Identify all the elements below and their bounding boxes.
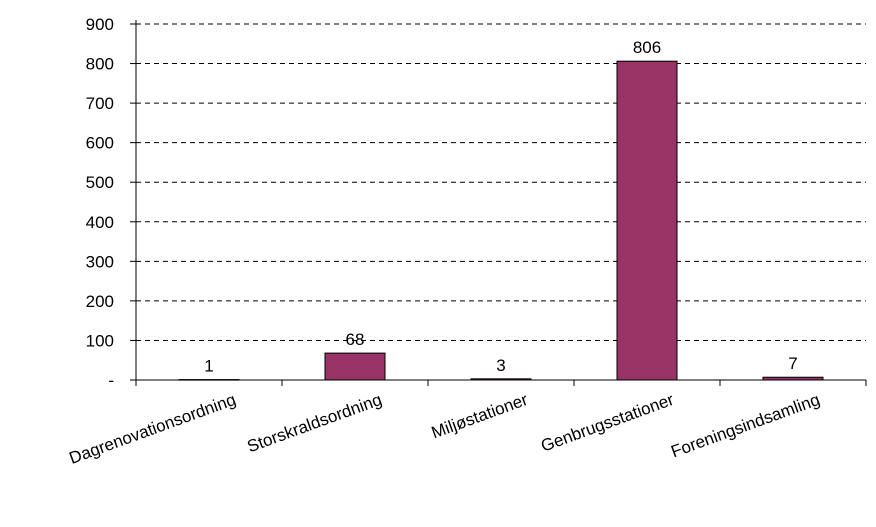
x-tick-label: Genbrugsstationer [538, 390, 676, 456]
y-tick-labels: - 100 200 300 400 500 600 700 800 900 [86, 15, 114, 390]
y-tick-label: 200 [86, 292, 114, 311]
data-label: 806 [633, 38, 661, 57]
bar [616, 60, 678, 381]
x-tick-label: Storskraldsordning [245, 390, 385, 456]
y-tick-label: 300 [86, 252, 114, 271]
data-label: 68 [346, 330, 365, 349]
data-label: 7 [788, 354, 797, 373]
y-tick-label: 500 [86, 173, 114, 192]
y-tick-label: 900 [86, 15, 114, 34]
data-label: 3 [496, 356, 505, 375]
data-label: 1 [204, 357, 213, 376]
bar [324, 352, 386, 381]
y-tick-label: 100 [86, 331, 114, 350]
y-tick-label: 800 [86, 55, 114, 74]
x-tick-labels: Dagrenovationsordning Storskraldsordning M… [67, 390, 823, 468]
y-tick-label: - [108, 371, 114, 390]
data-labels: 1 68 3 806 7 [204, 38, 797, 375]
grid-lines [136, 23, 866, 341]
x-tick-label: Foreningsindsamling [668, 390, 822, 462]
bars [178, 60, 824, 381]
y-tick-label: 700 [86, 94, 114, 113]
x-tick-label: Dagrenovationsordning [67, 390, 239, 468]
x-tick-label: Miljøstationer [429, 390, 531, 443]
axes [130, 20, 867, 386]
y-tick-label: 400 [86, 213, 114, 232]
y-tick-label: 600 [86, 134, 114, 153]
